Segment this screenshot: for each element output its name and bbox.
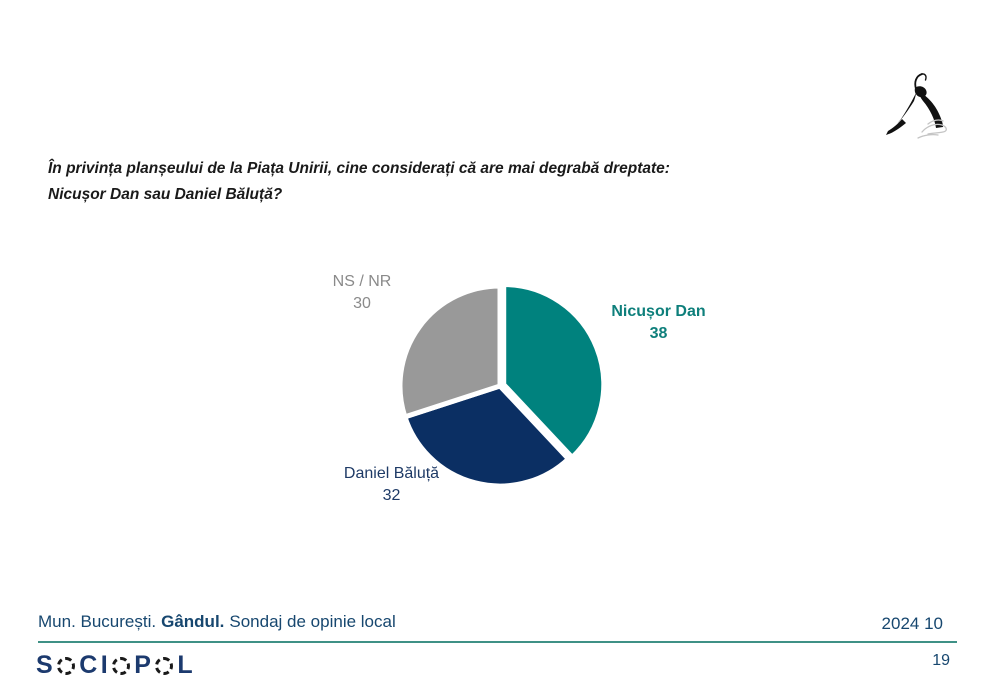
pie-label-daniel-baluta: Daniel Băluță 32 <box>329 463 454 507</box>
logo-o-ring <box>155 657 174 675</box>
logo-letter: S <box>36 650 54 679</box>
ink-left-stroke <box>897 93 916 124</box>
pie-label-nicusor-dan-value: 38 <box>649 325 668 342</box>
pie-slice-0 <box>501 282 607 460</box>
ink-base-wedge <box>886 119 906 135</box>
pie-label-ns-nr: NS / NR 30 <box>302 271 422 315</box>
pie-label-daniel-baluta-name: Daniel Băluță <box>343 465 440 482</box>
page-number: 19 <box>932 652 950 669</box>
logo-letter: P <box>134 650 152 679</box>
pie-chart <box>397 282 607 489</box>
logo-letter: C <box>79 650 98 679</box>
pie-label-ns-nr-name: NS / NR <box>332 273 392 290</box>
footer-source-line: Mun. București. Gândul. Sondaj de opinie l… <box>38 612 396 632</box>
question-title-line2: Nicușor Dan sau Daniel Băluță? <box>48 186 283 203</box>
ink-figure-logo <box>886 73 947 139</box>
question-title: În privința planșeului de la Piața Uniri… <box>48 156 738 208</box>
footer-source-prefix: Mun. București. <box>38 612 157 631</box>
logo-o-ring <box>57 657 76 675</box>
ink-head-blob <box>914 86 927 98</box>
footer-source-suffix: Sondaj de opinie local <box>229 612 396 631</box>
pie-label-nicusor-dan: Nicușor Dan 38 <box>596 301 721 345</box>
question-title-line1: În privința planșeului de la Piața Uniri… <box>48 160 670 177</box>
footer-divider-rule <box>38 641 957 643</box>
pie-slice-2 <box>397 283 503 420</box>
ink-back-stroke <box>919 92 943 128</box>
ink-faint-outline <box>917 119 947 139</box>
pie-label-ns-nr-value: 30 <box>353 295 371 312</box>
logo-letter: L <box>177 650 194 679</box>
logo-o-ring <box>112 657 131 675</box>
ink-wisp-stroke <box>914 73 923 90</box>
pie-label-daniel-baluta-value: 32 <box>382 487 401 504</box>
logo-letter: I <box>100 650 109 679</box>
footer-date: 2024 10 <box>881 614 943 633</box>
footer-source-publication: Gândul. <box>161 612 225 631</box>
pie-label-nicusor-dan-name: Nicușor Dan <box>611 303 706 320</box>
ink-wisp-hook <box>921 73 927 81</box>
pie-slice-1 <box>402 383 571 489</box>
